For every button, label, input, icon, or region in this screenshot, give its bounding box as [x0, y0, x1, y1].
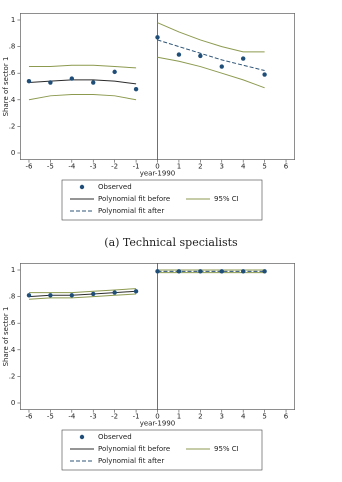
- legend-label: 95% CI: [214, 195, 239, 203]
- y-tick-label: .4: [9, 346, 16, 354]
- observed-point: [219, 269, 224, 274]
- x-axis-label: year-1990: [140, 420, 176, 428]
- ci-line: [28, 93, 137, 101]
- x-tick-label: 3: [220, 413, 224, 421]
- caption: (a) Technical specialists: [104, 236, 238, 249]
- x-tick-label: 5: [262, 413, 266, 421]
- observed-point: [112, 290, 117, 295]
- y-tick-label: .2: [9, 372, 16, 380]
- observed-point: [26, 293, 32, 298]
- y-tick-label: .8: [9, 43, 16, 51]
- legend-label: Polynomial fit before: [98, 195, 170, 203]
- y-tick-label: .8: [9, 293, 16, 301]
- observed-point: [262, 72, 267, 77]
- x-tick-label: -4: [68, 413, 76, 421]
- x-tick-label: 2: [198, 163, 202, 171]
- x-tick-label: 3: [220, 163, 224, 171]
- observed-point: [112, 69, 117, 75]
- y-tick-label: .6: [9, 319, 16, 327]
- y-tick-label: .6: [9, 69, 16, 77]
- legend-label: 95% CI: [214, 445, 239, 453]
- x-tick-label: 0: [155, 163, 159, 171]
- observed-point: [133, 289, 139, 294]
- x-tick-label: -5: [47, 163, 54, 171]
- observed-point: [91, 291, 96, 297]
- observed-point: [155, 269, 160, 274]
- x-tick-label: 0: [155, 413, 159, 421]
- legend-label: Observed: [98, 433, 132, 441]
- observed-point: [262, 269, 267, 274]
- observed-point: [176, 52, 182, 57]
- legend-marker: [79, 184, 85, 190]
- ci-line: [28, 288, 137, 294]
- observed-point: [48, 293, 53, 298]
- observed-point: [176, 269, 182, 274]
- legend-box: [61, 179, 263, 221]
- x-tick-label: -1: [133, 163, 140, 171]
- y-axis-label: Share of sector 1: [2, 307, 10, 367]
- chart-panel: 0 .2 .4 .6 .8 1 -6 -5 -4 -3 -2 -1 0 1 2 3 4 5 6 year-1990 Sh…: [2, 263, 295, 471]
- x-tick-label: -5: [47, 413, 54, 421]
- x-tick-label: 1: [177, 163, 181, 171]
- legend: Observed Polynomial fit before Polynomial …: [61, 429, 263, 471]
- x-tick-label: 5: [262, 163, 266, 171]
- x-tick-label: -6: [25, 413, 33, 421]
- legend-box: [61, 429, 263, 471]
- fit-line: [157, 39, 265, 72]
- x-tick-label: -3: [90, 163, 97, 171]
- observed-point: [219, 64, 224, 69]
- x-tick-label: -4: [68, 163, 76, 171]
- x-tick-label: -6: [25, 163, 33, 171]
- observed-point: [155, 35, 160, 40]
- legend-label: Polynomial fit after: [98, 207, 164, 215]
- ci-line: [157, 56, 265, 89]
- x-tick-label: -2: [111, 413, 118, 421]
- ci-line: [28, 293, 137, 300]
- x-tick-label: -2: [111, 163, 118, 171]
- ci-line: [28, 64, 137, 69]
- legend: Observed Polynomial fit before Polynomial …: [61, 179, 263, 221]
- y-tick-label: .4: [9, 96, 16, 104]
- legend-label: Observed: [98, 183, 132, 191]
- x-tick-label: 1: [177, 413, 181, 421]
- y-tick-label: 0: [11, 399, 15, 407]
- x-tick-label: 6: [284, 413, 289, 421]
- y-tick-label: 0: [11, 149, 15, 157]
- legend-label: Polynomial fit before: [98, 445, 170, 453]
- x-tick-label: 2: [198, 413, 202, 421]
- y-tick-label: 1: [11, 16, 15, 24]
- legend-label: Polynomial fit after: [98, 457, 164, 465]
- x-tick-label: 6: [284, 163, 289, 171]
- fit-line: [28, 79, 137, 85]
- x-axis-label: year-1990: [140, 170, 176, 178]
- observed-point: [240, 269, 246, 274]
- observed-point: [91, 80, 96, 85]
- observed-point: [69, 76, 75, 81]
- chart-panel: 0 .2 .4 .6 .8 1 -6 -5 -4 -3 -2 -1 0 1 2 3 4 5 6 year-1990 Sh…: [2, 13, 295, 249]
- observed-point: [198, 269, 203, 274]
- observed-point: [240, 56, 246, 61]
- observed-point: [69, 293, 75, 298]
- x-tick-label: 4: [241, 163, 246, 171]
- y-tick-label: 1: [11, 266, 15, 274]
- y-axis-label: Share of sector 1: [2, 57, 10, 117]
- x-tick-label: -1: [133, 413, 140, 421]
- observed-point: [26, 78, 32, 84]
- y-tick-label: .2: [9, 122, 16, 130]
- legend-marker: [79, 434, 85, 440]
- observed-point: [133, 86, 139, 92]
- observed-point: [198, 53, 203, 59]
- fit-line: [28, 290, 137, 298]
- x-tick-label: 4: [241, 413, 246, 421]
- ci-line: [157, 22, 265, 53]
- observed-point: [48, 80, 53, 85]
- x-tick-label: -3: [90, 413, 97, 421]
